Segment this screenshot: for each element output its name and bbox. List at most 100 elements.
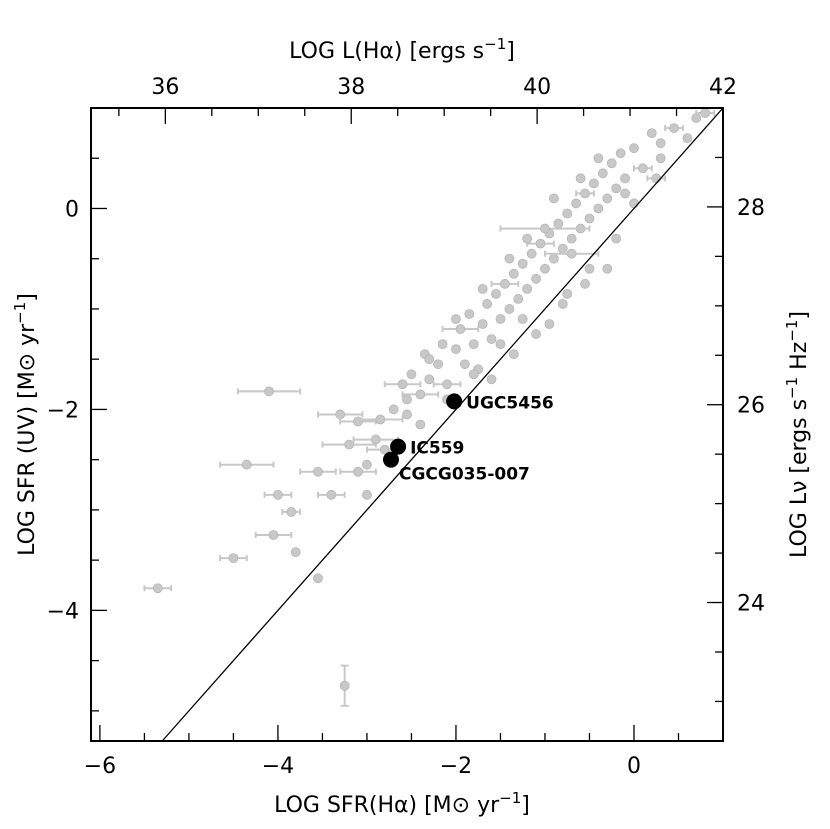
comparison-point: [584, 263, 595, 274]
comparison-point: [455, 324, 466, 334]
x-top-tick-label: 40: [523, 75, 551, 100]
x-top-tick-label: 36: [151, 75, 179, 100]
comparison-point: [629, 198, 639, 209]
comparison-point: [620, 173, 630, 184]
comparison-point: [442, 379, 452, 390]
comparison-point: [290, 547, 301, 558]
highlighted-point: [446, 393, 463, 410]
y-right-tick-label: 24: [737, 592, 765, 617]
axis-title-part: ]: [521, 793, 530, 818]
axis-title-part: α: [394, 793, 409, 818]
comparison-point: [459, 359, 470, 370]
comparison-point: [228, 553, 239, 564]
axis-title-part: −1: [11, 302, 29, 324]
highlighted-point-label: CGCG035-007: [399, 465, 530, 485]
comparison-point: [152, 583, 163, 594]
y-right-tick-label: 26: [737, 394, 765, 419]
y-left-tick-label: −4: [47, 599, 79, 624]
comparison-point: [669, 123, 679, 133]
comparison-point: [682, 133, 693, 144]
comparison-point: [646, 128, 657, 139]
comparison-point: [424, 374, 435, 385]
x-top-tick-label: 38: [337, 75, 365, 100]
comparison-point: [651, 173, 662, 184]
comparison-point: [522, 233, 533, 244]
comparison-point: [362, 489, 372, 500]
comparison-point: [571, 198, 582, 209]
comparison-point: [313, 573, 323, 584]
comparison-point: [602, 263, 613, 274]
comparison-point: [508, 349, 519, 360]
comparison-point: [402, 409, 412, 420]
axis-title-part: ) [ergs s: [394, 39, 484, 64]
comparison-point: [388, 404, 399, 415]
comparison-point: [468, 369, 479, 380]
x-top-tick-label: 42: [709, 75, 737, 100]
plot-frame: [90, 107, 724, 742]
comparison-point: [482, 299, 493, 309]
axis-title-part: ⊙: [452, 793, 470, 818]
comparison-point: [629, 143, 639, 154]
axis-title-part: α: [379, 39, 394, 64]
comparison-point: [264, 386, 274, 397]
comparison-point: [335, 409, 346, 420]
axis-title-part: ]: [787, 311, 812, 320]
comparison-point: [597, 168, 608, 179]
axis-title-part: ) [M: [409, 793, 452, 818]
y-axis-right-title: LOG Lν [ergs s−1 Hz−1]: [783, 311, 812, 558]
comparison-point: [611, 183, 622, 194]
comparison-point: [548, 253, 559, 264]
y-axis-left-title: LOG SFR (UV) [M⊙ yr−1]: [11, 293, 40, 556]
comparison-point: [602, 193, 613, 204]
comparison-point: [433, 359, 444, 370]
axis-title-part: −1: [783, 320, 801, 342]
comparison-point: [535, 238, 546, 249]
comparison-point: [566, 233, 577, 244]
comparison-point: [486, 334, 497, 344]
comparison-point: [504, 304, 515, 314]
comparison-point: [406, 369, 417, 380]
comparison-point: [477, 283, 488, 294]
comparison-point: [589, 178, 599, 189]
comparison-point: [313, 466, 323, 477]
comparison-point: [464, 309, 475, 319]
axis-title-part: LOG L(H: [289, 39, 379, 64]
comparison-point: [584, 213, 595, 224]
axis-title-part: −1: [499, 789, 521, 807]
comparison-point: [548, 193, 559, 204]
comparison-point: [517, 258, 528, 269]
comparison-point: [415, 419, 426, 430]
axis-title-part: LOG SFR(H: [274, 793, 394, 818]
x-bottom-tick-label: −6: [84, 754, 116, 779]
comparison-point: [580, 278, 590, 289]
x-bottom-tick-label: −4: [262, 754, 294, 779]
comparison-point: [379, 444, 390, 455]
axis-title-part: ]: [15, 293, 40, 302]
highlighted-points: UGC5456 IC559 CGCG035-007: [382, 393, 554, 485]
comparison-point: [531, 329, 541, 339]
tick-labels: −6 −4 −2 0 36 38 40 42 −4 −2 0 24 26 28: [47, 75, 765, 779]
comparison-point: [468, 339, 479, 350]
comparison-point: [562, 208, 573, 219]
comparison-point: [655, 138, 666, 149]
highlighted-point: [390, 438, 407, 455]
comparison-point: [620, 188, 630, 199]
y-right-tick-label: 28: [737, 196, 765, 221]
comparison-point: [424, 354, 435, 365]
x-axis-bottom-title: LOG SFR(Hα) [M⊙ yr−1]: [274, 789, 530, 818]
comparison-point: [700, 108, 711, 118]
comparison-point: [486, 374, 497, 385]
comparison-point: [540, 263, 550, 274]
comparison-point: [504, 253, 515, 264]
comparison-point: [517, 314, 528, 324]
comparison-point: [370, 434, 381, 445]
x-bottom-tick-label: −2: [440, 754, 472, 779]
comparison-point: [522, 283, 533, 294]
comparison-point: [451, 314, 461, 324]
comparison-point: [495, 339, 506, 350]
comparison-point: [273, 489, 283, 500]
y-left-tick-label: −2: [47, 398, 79, 423]
comparison-point: [286, 507, 297, 517]
highlighted-point: [382, 451, 399, 468]
